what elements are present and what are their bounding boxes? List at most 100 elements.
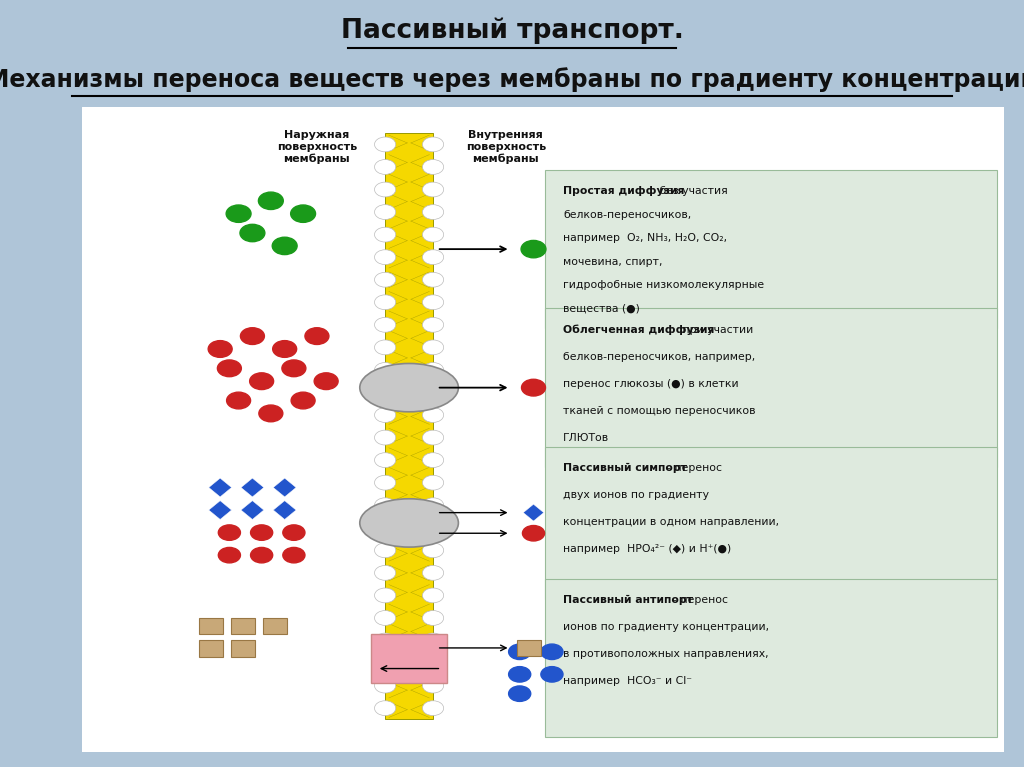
- Circle shape: [423, 407, 443, 423]
- Circle shape: [375, 205, 395, 219]
- Bar: [372, 634, 446, 683]
- Text: вещества (●): вещества (●): [563, 304, 640, 314]
- Circle shape: [423, 611, 443, 625]
- Circle shape: [251, 548, 272, 563]
- Circle shape: [218, 525, 241, 540]
- Circle shape: [375, 363, 395, 377]
- Polygon shape: [209, 478, 231, 497]
- Text: Пассивный транспорт.: Пассивный транспорт.: [341, 18, 683, 44]
- Circle shape: [423, 385, 443, 400]
- Circle shape: [423, 295, 443, 310]
- Text: перенос глюкозы (●) в клетки: перенос глюкозы (●) в клетки: [563, 379, 738, 389]
- Circle shape: [283, 525, 305, 540]
- FancyBboxPatch shape: [545, 170, 997, 328]
- Circle shape: [314, 373, 338, 390]
- Circle shape: [375, 340, 395, 355]
- Circle shape: [375, 227, 395, 242]
- Circle shape: [423, 476, 443, 490]
- Circle shape: [509, 686, 530, 701]
- Bar: [199, 617, 223, 634]
- Circle shape: [283, 548, 305, 563]
- Circle shape: [521, 379, 546, 396]
- Text: Пассивный симпорт: Пассивный симпорт: [563, 463, 687, 473]
- FancyBboxPatch shape: [545, 447, 997, 599]
- Text: Механизмы переноса веществ через мембраны по градиенту концентрации: Механизмы переноса веществ через мембран…: [0, 67, 1024, 92]
- Circle shape: [272, 237, 297, 255]
- Bar: [263, 617, 288, 634]
- Circle shape: [423, 160, 443, 174]
- Text: ГЛЮТов: ГЛЮТов: [563, 433, 609, 443]
- Circle shape: [522, 525, 545, 541]
- Polygon shape: [241, 478, 264, 497]
- Text: например  O₂, NH₃, H₂O, CO₂,: например O₂, NH₃, H₂O, CO₂,: [563, 233, 727, 243]
- Text: в противоположных направлениях,: в противоположных направлениях,: [563, 650, 769, 660]
- Circle shape: [375, 182, 395, 197]
- Circle shape: [423, 678, 443, 693]
- Text: Внутренняя
поверхность
мембраны: Внутренняя поверхность мембраны: [466, 130, 546, 163]
- Circle shape: [509, 667, 530, 682]
- Circle shape: [282, 360, 306, 377]
- Circle shape: [226, 392, 251, 409]
- Circle shape: [375, 656, 395, 670]
- Circle shape: [423, 137, 443, 152]
- FancyBboxPatch shape: [545, 579, 997, 738]
- Text: гидрофобные низкомолекулярные: гидрофобные низкомолекулярные: [563, 280, 764, 290]
- Circle shape: [423, 498, 443, 512]
- Circle shape: [259, 405, 283, 422]
- Circle shape: [208, 341, 232, 357]
- Text: при участии: при участии: [679, 324, 754, 334]
- Text: Пассивный антипорт: Пассивный антипорт: [563, 595, 693, 605]
- Circle shape: [423, 227, 443, 242]
- Circle shape: [521, 240, 546, 258]
- Circle shape: [375, 588, 395, 603]
- Circle shape: [423, 363, 443, 377]
- Circle shape: [423, 182, 443, 197]
- Circle shape: [375, 430, 395, 445]
- Circle shape: [258, 192, 284, 209]
- Bar: [385, 133, 433, 719]
- Text: – перенос: – перенос: [662, 463, 722, 473]
- Text: Простая диффузия: Простая диффузия: [563, 186, 684, 196]
- Circle shape: [251, 525, 272, 540]
- Circle shape: [226, 205, 251, 222]
- Circle shape: [423, 318, 443, 332]
- Text: без участия: без участия: [656, 186, 728, 196]
- Circle shape: [375, 520, 395, 535]
- Polygon shape: [209, 501, 231, 519]
- Circle shape: [423, 656, 443, 670]
- Circle shape: [423, 588, 443, 603]
- Polygon shape: [273, 501, 296, 519]
- Circle shape: [375, 678, 395, 693]
- Circle shape: [423, 205, 443, 219]
- Circle shape: [217, 360, 242, 377]
- Circle shape: [218, 548, 241, 563]
- Text: двух ионов по градиенту: двух ионов по градиенту: [563, 490, 709, 500]
- Ellipse shape: [359, 499, 459, 547]
- Text: – перенос: – перенос: [668, 595, 727, 605]
- Text: мочевина, спирт,: мочевина, спирт,: [563, 257, 663, 267]
- Circle shape: [375, 543, 395, 558]
- Text: белков-переносчиков, например,: белков-переносчиков, например,: [563, 352, 756, 362]
- Circle shape: [375, 565, 395, 581]
- Circle shape: [375, 318, 395, 332]
- Circle shape: [375, 701, 395, 716]
- Circle shape: [423, 250, 443, 265]
- Text: Наружная
поверхность
мембраны: Наружная поверхность мембраны: [276, 130, 357, 163]
- Circle shape: [423, 543, 443, 558]
- Circle shape: [423, 340, 443, 355]
- Circle shape: [375, 453, 395, 468]
- Circle shape: [423, 633, 443, 648]
- Circle shape: [375, 295, 395, 310]
- Bar: [517, 640, 541, 657]
- Circle shape: [423, 701, 443, 716]
- Bar: [199, 640, 223, 657]
- Circle shape: [375, 476, 395, 490]
- Circle shape: [375, 385, 395, 400]
- Circle shape: [375, 633, 395, 648]
- Text: например  HPO₄²⁻ (◆) и H⁺(●): например HPO₄²⁻ (◆) и H⁺(●): [563, 545, 731, 555]
- Circle shape: [241, 328, 264, 344]
- Text: например  HCO₃⁻ и Cl⁻: например HCO₃⁻ и Cl⁻: [563, 676, 692, 686]
- Circle shape: [291, 205, 315, 222]
- Circle shape: [305, 328, 329, 344]
- Circle shape: [250, 373, 273, 390]
